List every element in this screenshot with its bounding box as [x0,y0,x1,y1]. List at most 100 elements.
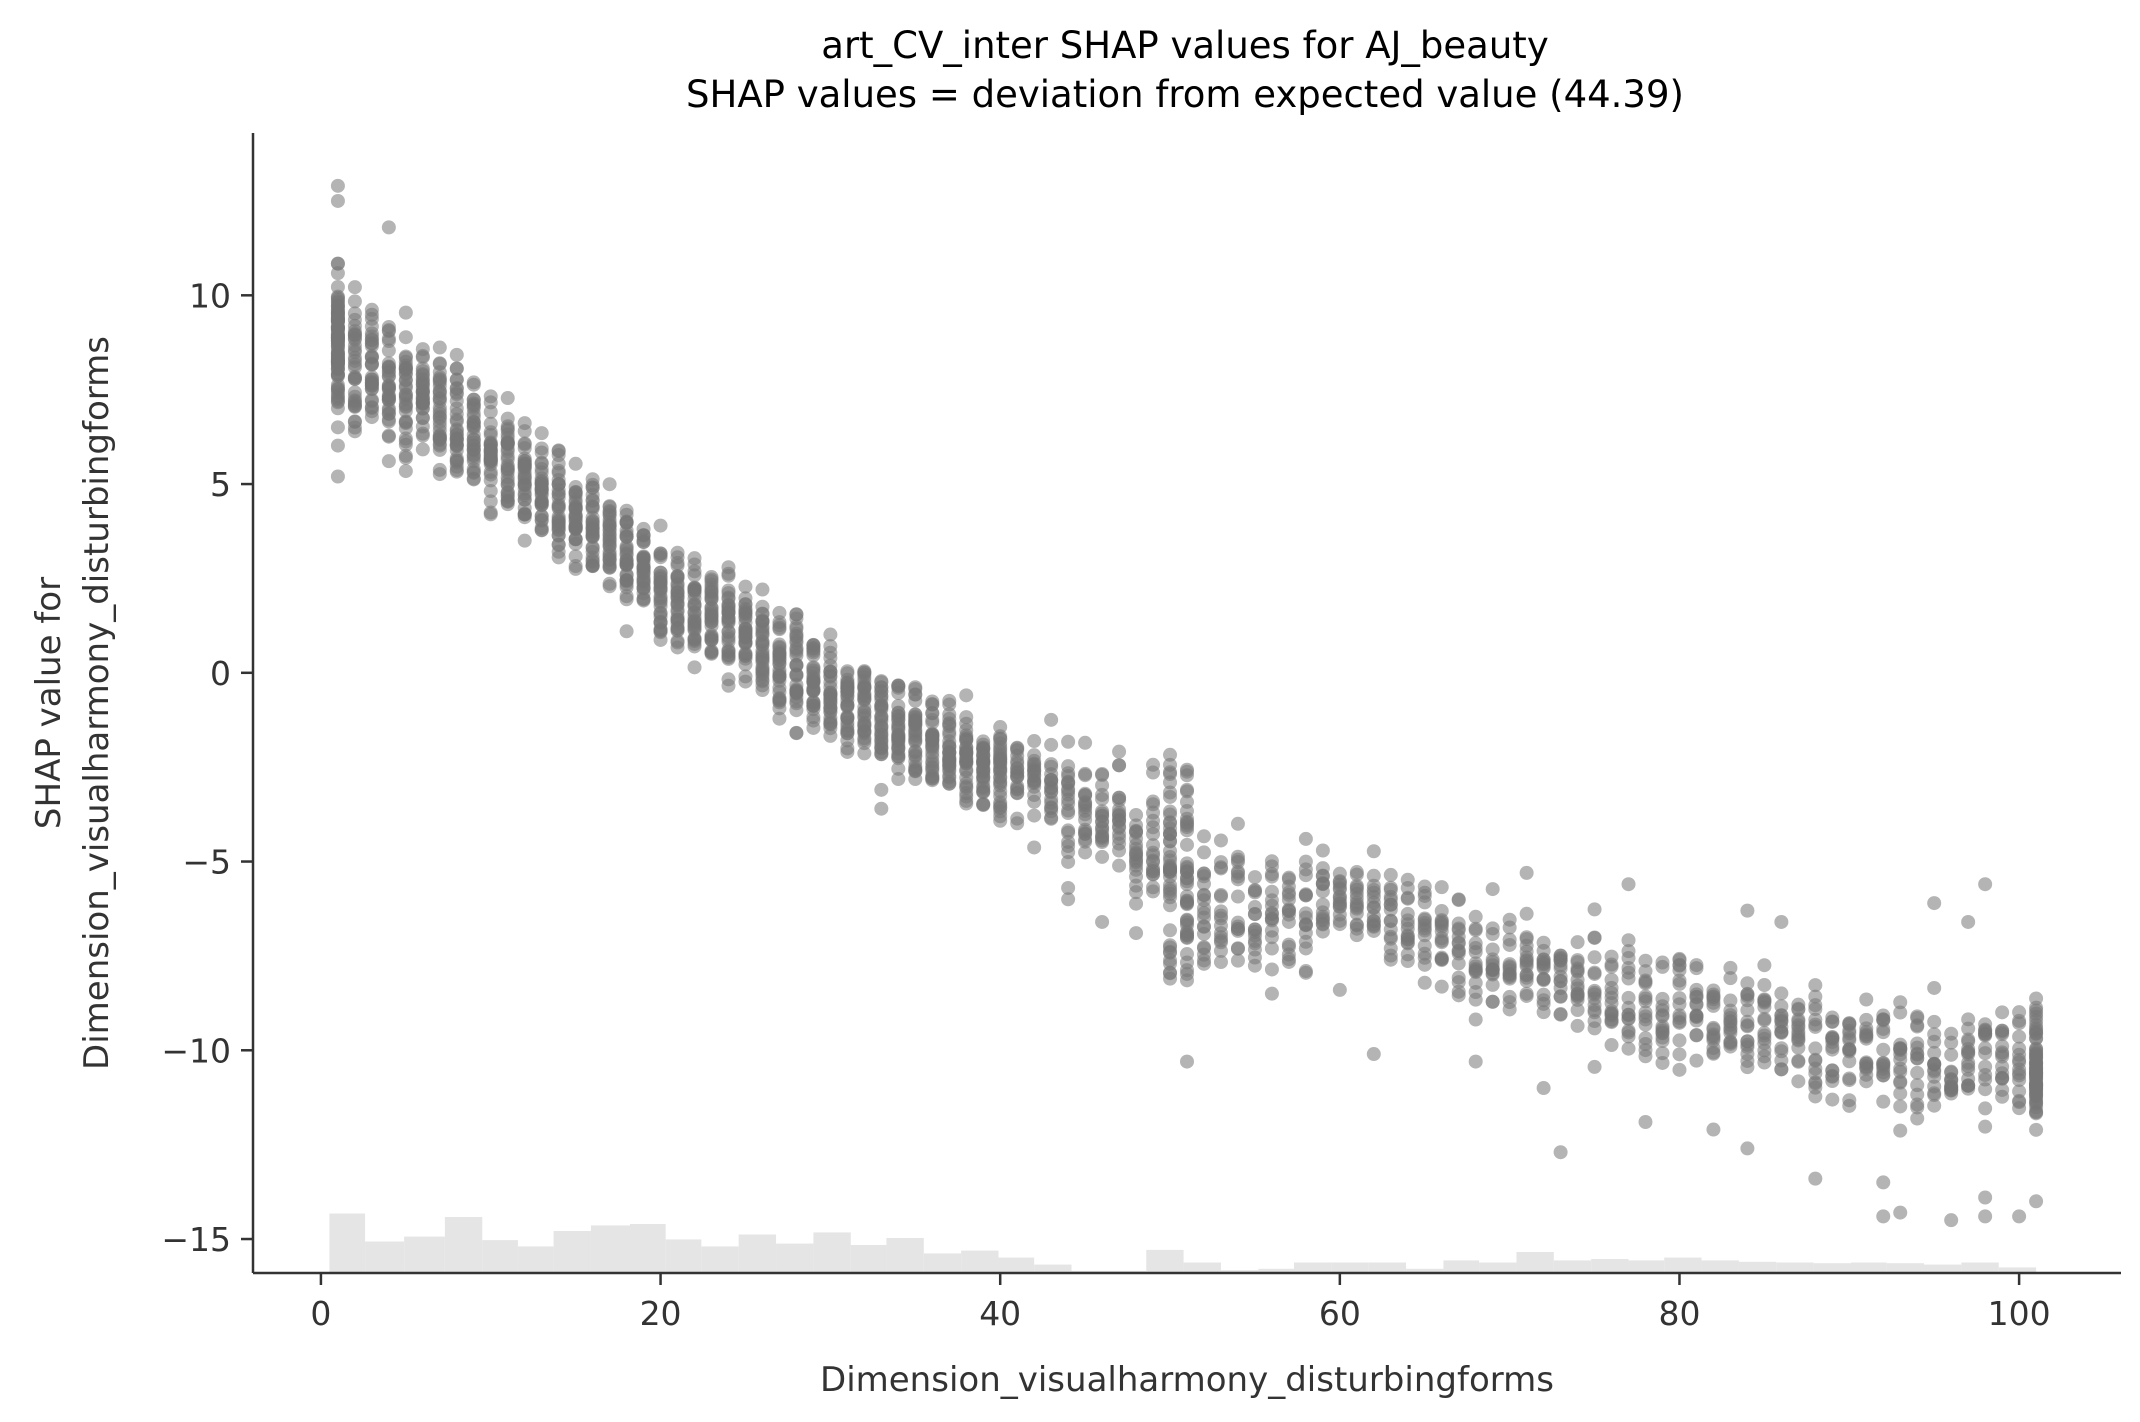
scatter-point [1723,1022,1738,1037]
scatter-point [840,710,855,725]
scatter-point [415,350,430,365]
scatter-point [1095,787,1110,802]
scatter-point [1587,1059,1602,1074]
scatter-point [1264,893,1279,908]
scatter-point [2029,1122,2044,1137]
scatter-point [721,678,736,693]
histogram-bar [1738,1261,1777,1273]
scatter-point [381,454,396,469]
scatter-point [2029,1089,2044,1104]
scatter-point [1910,1018,1925,1033]
scatter-point [1621,1041,1636,1056]
scatter-point [1281,872,1296,887]
scatter-point [1061,734,1076,749]
scatter-point [1961,1078,1976,1093]
scatter-point [500,411,515,426]
scatter-point [1298,854,1313,869]
y-axis-label-line2: Dimension_visualharmony_disturbingforms [77,336,117,1070]
scatter-point [2012,1093,2027,1108]
scatter-point [1638,1115,1653,1130]
scatter-point [1349,928,1364,943]
scatter-point [1536,971,1551,986]
scatter-point [1400,913,1415,928]
scatter-point [1791,1054,1806,1069]
histogram-bar [1443,1260,1480,1273]
scatter-point [1078,735,1093,750]
scatter-point [347,420,362,435]
scatter-point [1808,1089,1823,1104]
scatter-point [1502,1002,1517,1017]
scatter-point [398,415,413,430]
scatter-point [789,619,804,634]
scatter-point [993,732,1008,747]
scatter-point [1044,811,1059,826]
scatter-point [1723,1003,1738,1018]
scatter-point [1978,1041,1993,1056]
scatter-point [823,627,838,642]
scatter-point [568,536,583,551]
scatter-point [636,551,651,566]
scatter-point [1553,1007,1568,1022]
scatter-point [1587,950,1602,965]
scatter-point [1536,935,1551,950]
scatter-point [1961,914,1976,929]
scatter-point [2029,1021,2044,1036]
scatter-point [1774,1024,1789,1039]
scatter-point [1740,1053,1755,1068]
x-tick-label: 20 [640,1294,682,1333]
scatter-point [891,740,906,755]
scatter-point [687,634,702,649]
scatter-point [1383,931,1398,946]
scatter-point [857,736,872,751]
scatter-point [2029,1044,2044,1059]
scatter-point [1638,976,1653,991]
scatter-point [1451,936,1466,951]
scatter-point [959,776,974,791]
histogram-bar [1034,1264,1072,1273]
scatter-point [721,591,736,606]
scatter-point [1519,906,1534,921]
scatter-point [1112,843,1127,858]
scatter-point [1010,748,1025,763]
scatter-point [1740,986,1755,1001]
scatter-point [1163,767,1178,782]
scatter-point [1112,831,1127,846]
scatter-point [1180,930,1194,945]
histogram-bar [961,1250,999,1273]
scatter-point [1485,926,1500,941]
scatter-point [772,669,787,684]
scatter-point [1417,923,1432,938]
scatter-point [857,667,872,682]
scatter-point [1230,866,1245,881]
scatter-point [772,615,787,630]
scatter-point [636,528,651,543]
scatter-point [1163,884,1178,899]
scatter-point [653,572,668,587]
scatter-point [1961,1021,1976,1036]
scatter-point [1893,1086,1908,1101]
scatter-point [1876,1042,1891,1057]
scatter-point [1281,903,1296,918]
scatter-point [704,582,719,597]
scatter-point [721,634,736,649]
scatter-point [1638,1005,1653,1020]
scatter-point [1332,917,1347,932]
scatter-point [993,752,1008,767]
scatter-point [1112,858,1127,873]
scatter-point [381,363,396,378]
scatter-points [330,178,2044,1228]
scatter-point [840,685,855,700]
scatter-point [874,731,889,746]
scatter-point [1247,870,1262,885]
scatter-point [1298,918,1313,933]
scatter-point [347,306,362,321]
histogram-bar [1850,1262,1887,1273]
scatter-point [1468,992,1483,1007]
scatter-point [1587,965,1602,980]
scatter-point [1978,877,1993,892]
scatter-point [517,437,532,452]
scatter-point [1553,973,1568,988]
scatter-point [330,279,345,294]
scatter-point [1264,923,1279,938]
scatter-point [653,518,668,533]
